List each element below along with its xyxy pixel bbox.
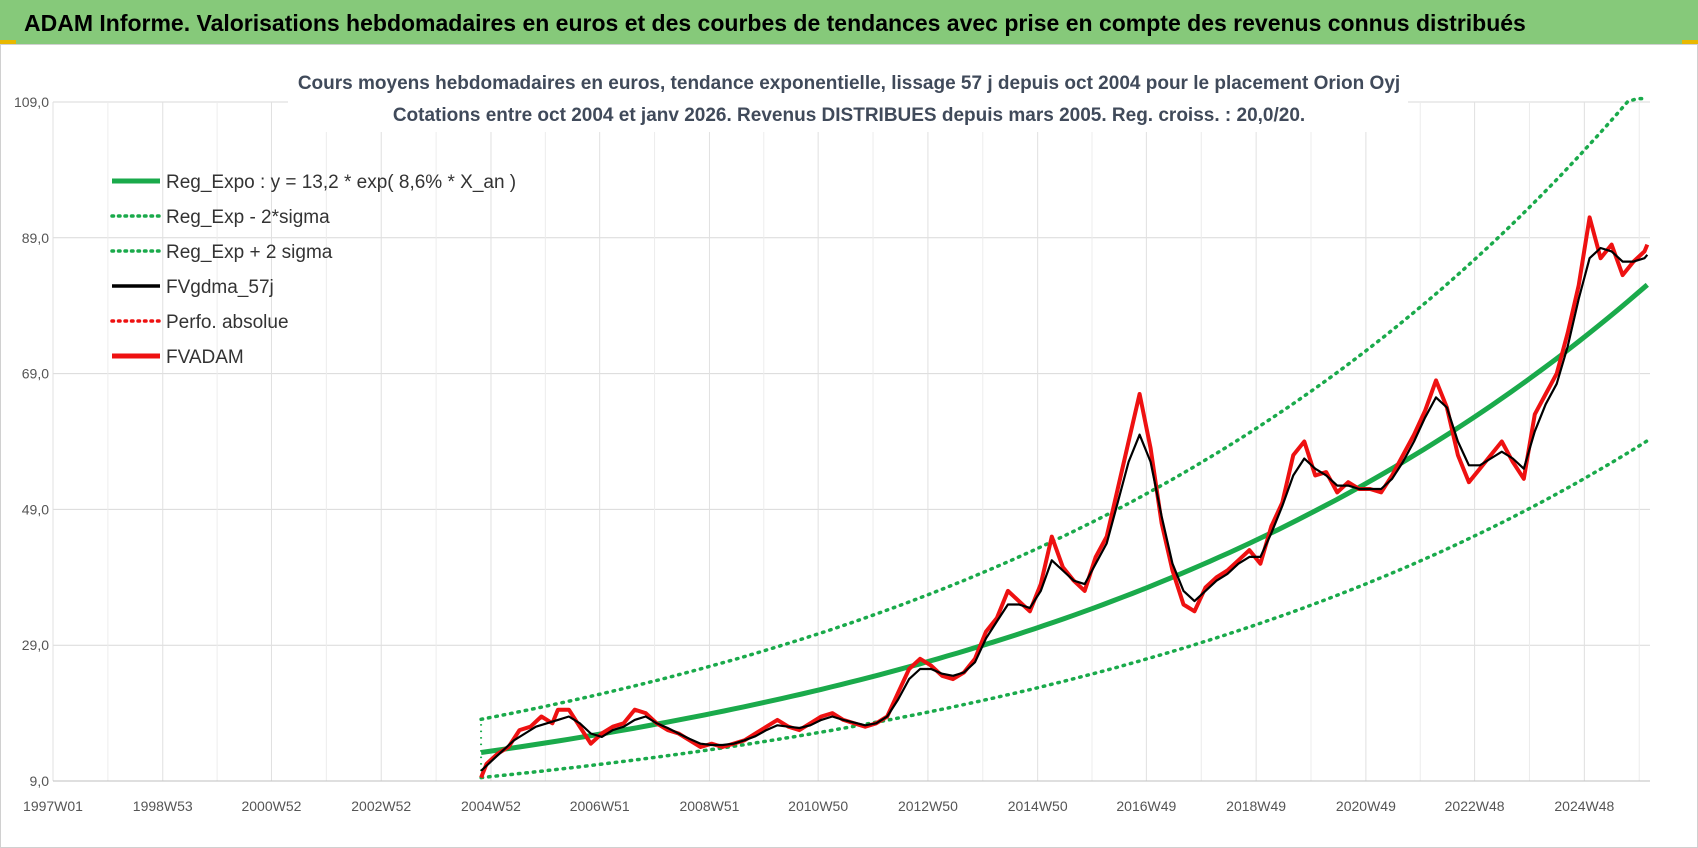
x-tick-label: 2020W49 [1336, 798, 1396, 814]
y-axis-ticks: 9,0 29,0 49,0 69,0 89,0 109,0 [14, 94, 49, 789]
legend-label-reg_high: Reg_Exp + 2 sigma [166, 242, 333, 263]
legend-label-perf: Perfo. absolue [166, 312, 289, 333]
corner-marker-left [0, 40, 16, 45]
x-tick-label: 2008W51 [679, 798, 739, 814]
report-header: ADAM Informe. Valorisations hebdomadaire… [0, 0, 1698, 44]
fvgdma-line [480, 246, 1649, 772]
legend-label-fvadam: FVADAM [166, 347, 244, 368]
x-tick-label: 2016W49 [1116, 798, 1176, 814]
x-tick-label: 2010W50 [788, 798, 848, 814]
legend-label-reg_low: Reg_Exp - 2*sigma [166, 207, 330, 228]
series-lines [479, 215, 1650, 779]
x-tick-label: 2002W52 [351, 798, 411, 814]
title-background [288, 68, 1408, 132]
legend-label-sma: FVgdma_57j [166, 277, 274, 298]
x-tick-label: 2014W50 [1008, 798, 1068, 814]
y-tick-label: 69,0 [22, 366, 49, 382]
legend-label-reg: Reg_Expo : y = 13,2 * exp( 8,6% * X_an ) [166, 172, 516, 193]
x-tick-label: 2018W49 [1226, 798, 1286, 814]
report-title: ADAM Informe. Valorisations hebdomadaire… [24, 10, 1526, 36]
x-tick-label: 2000W52 [241, 798, 301, 814]
x-tick-label: 1998W53 [133, 798, 193, 814]
chart-title: Cours moyens hebdomadaires en euros, ten… [298, 73, 1400, 94]
chart-subtitle: Cotations entre oct 2004 et janv 2026. R… [393, 105, 1305, 126]
x-tick-label: 2006W51 [570, 798, 630, 814]
y-tick-label: 49,0 [22, 501, 49, 517]
y-tick-label: 9,0 [30, 773, 50, 789]
y-tick-label: 89,0 [22, 230, 49, 246]
fvadam-line [479, 215, 1650, 779]
legend: Reg_Expo : y = 13,2 * exp( 8,6% * X_an )… [110, 172, 516, 368]
y-tick-label: 29,0 [22, 637, 49, 653]
x-tick-label: 2022W48 [1445, 798, 1505, 814]
regression-curves [479, 96, 1650, 780]
x-tick-label: 1997W01 [23, 798, 83, 814]
reg-high-line [479, 96, 1650, 722]
x-tick-label: 2012W50 [898, 798, 958, 814]
reg-low-line [479, 439, 1650, 780]
corner-marker-right [1682, 40, 1698, 45]
x-tick-label: 2024W48 [1554, 798, 1614, 814]
x-axis-ticks: 1997W01 1998W53 2000W52 2002W52 2004W52 2006W… [23, 798, 1614, 814]
x-tick-label: 2004W52 [461, 798, 521, 814]
y-tick-label: 109,0 [14, 94, 49, 110]
